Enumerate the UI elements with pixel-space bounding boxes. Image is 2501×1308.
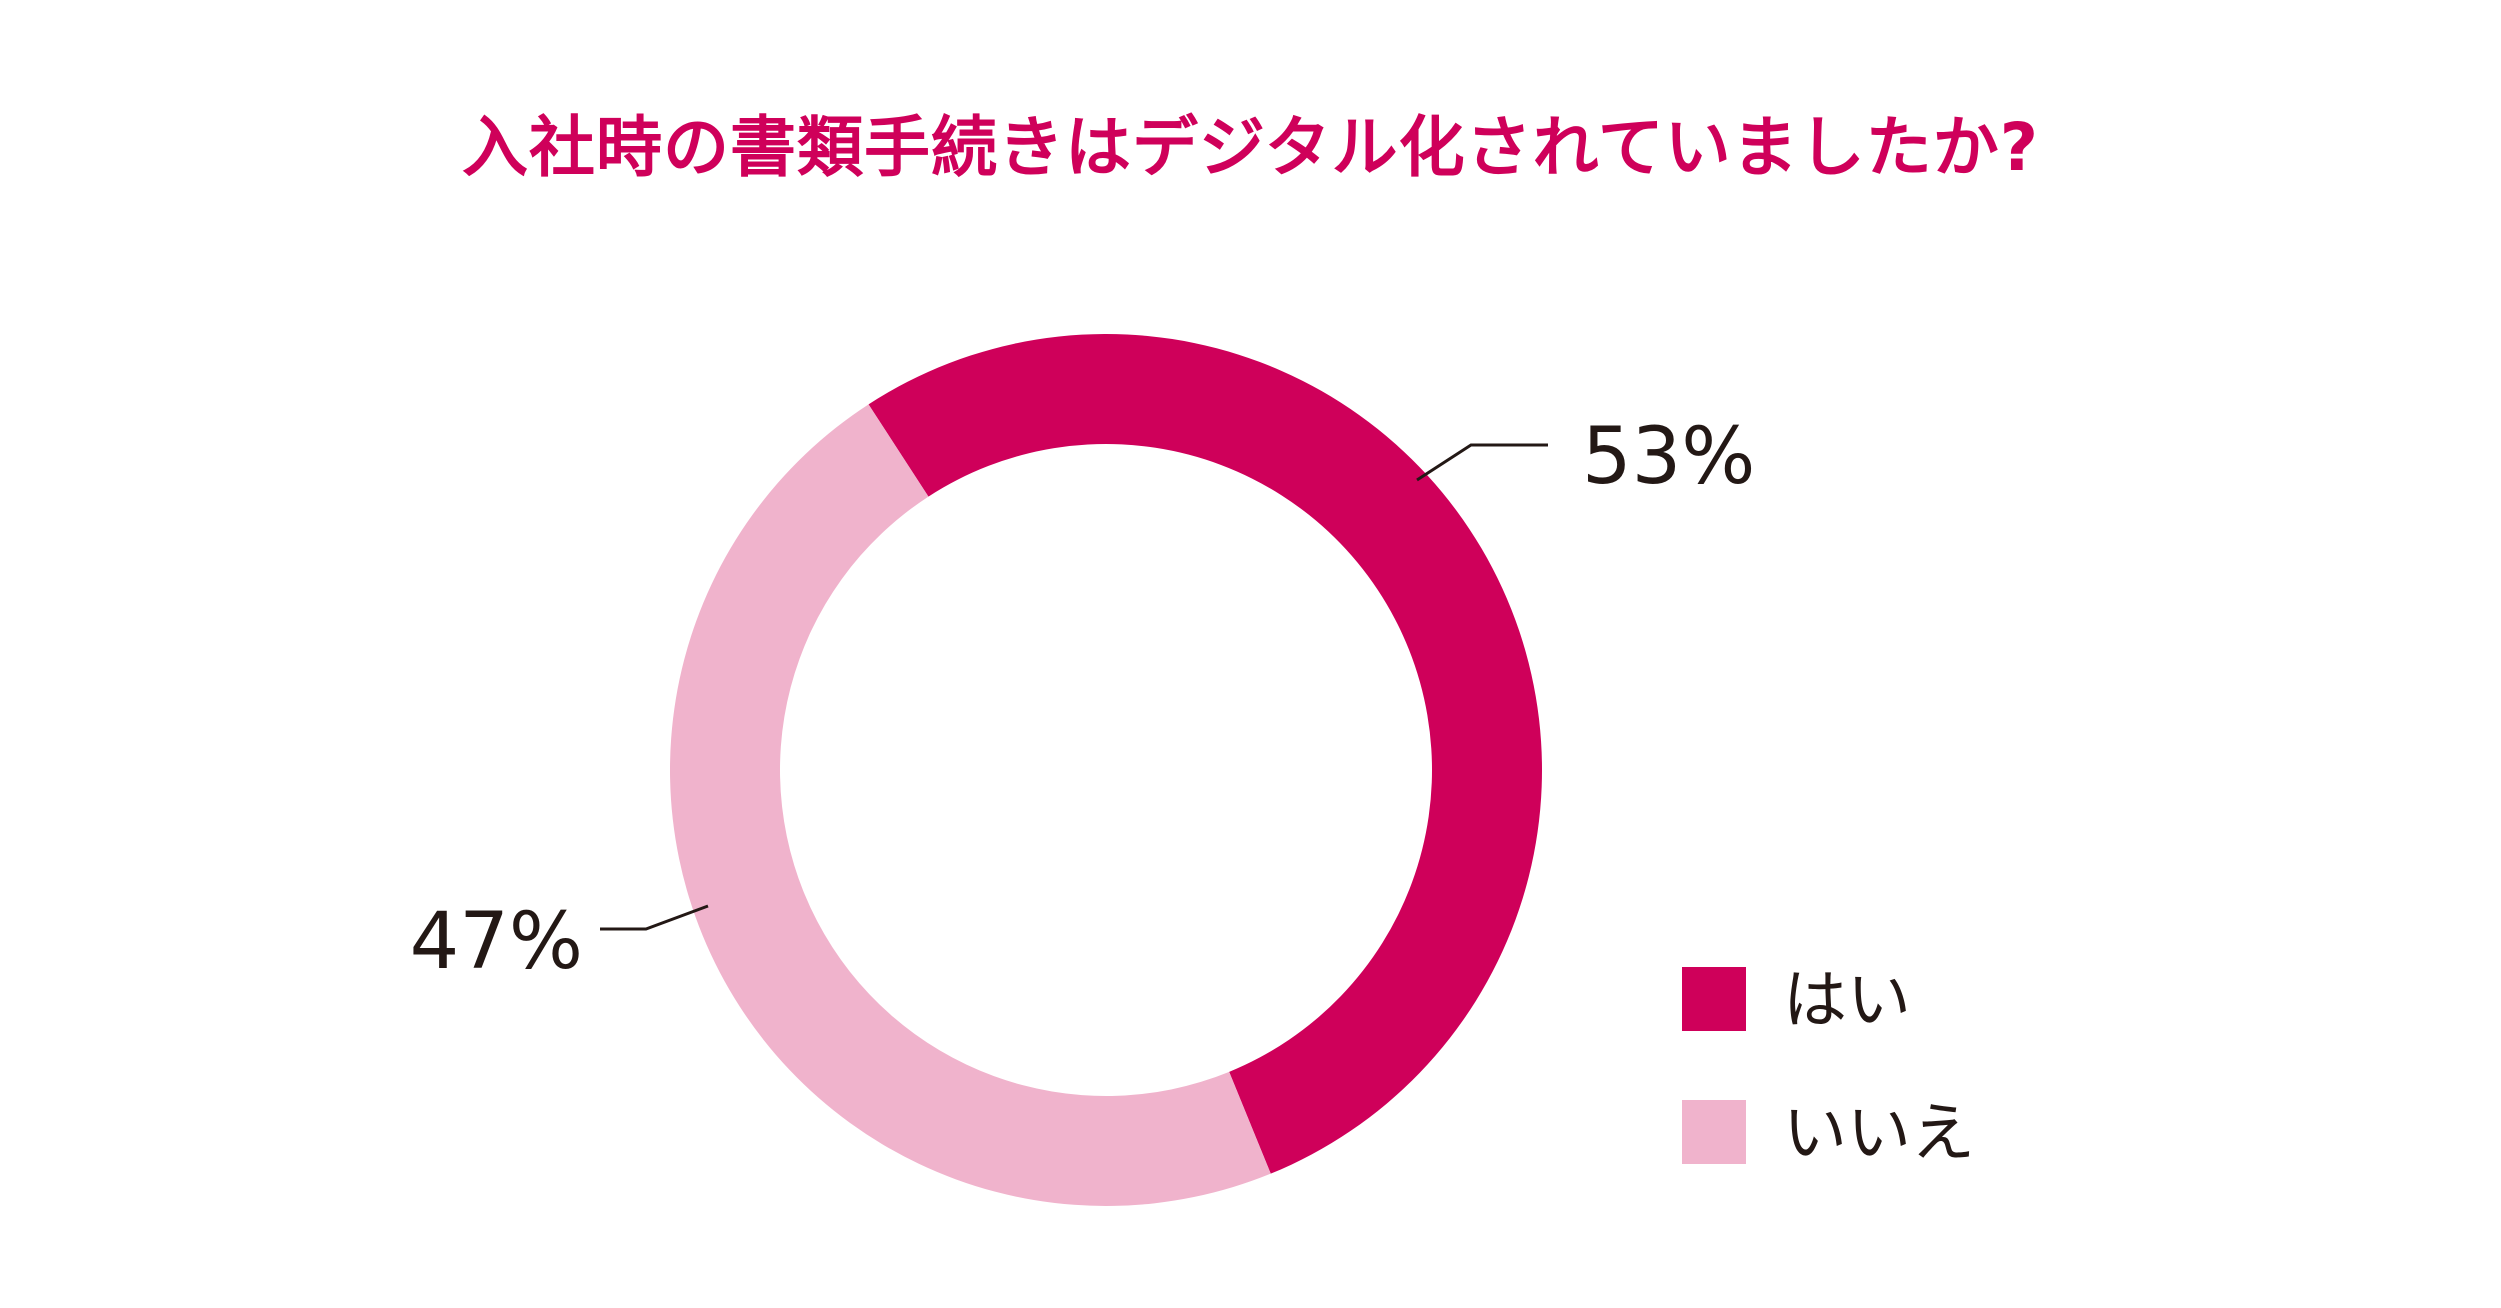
legend-swatch-yes: [1682, 967, 1746, 1031]
legend: はい いいえ: [1682, 964, 1975, 1171]
chart-title: 入社時の書類手続きはデジタル化されていましたか?: [462, 109, 2039, 186]
donut-slice-yes: [868, 333, 1542, 1174]
leader-line-yes: [1416, 443, 1548, 482]
data-label-no: 47%: [410, 897, 583, 987]
legend-swatch-no: [1682, 1100, 1746, 1164]
donut-slice-no: [669, 404, 1271, 1206]
legend-label-no: いいえ: [1783, 1097, 1975, 1171]
legend-label-yes: はい: [1783, 964, 1911, 1038]
leader-line-no: [600, 904, 709, 931]
data-label-yes: 53%: [1582, 412, 1755, 502]
